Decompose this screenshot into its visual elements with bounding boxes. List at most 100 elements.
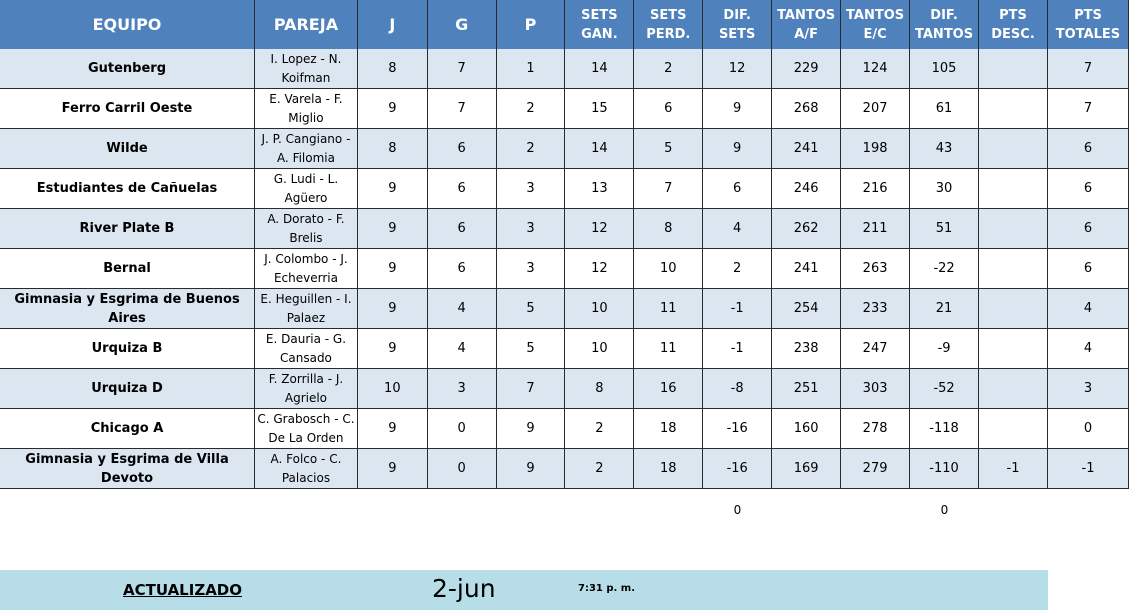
stat-cell: 3 [427, 368, 497, 409]
stat-cell: 4 [702, 208, 773, 249]
stat-cell: -9 [909, 328, 980, 369]
pair-cell: J. Colombo - J. Echeverria [254, 248, 358, 289]
stat-cell: 229 [771, 49, 842, 89]
stat-cell: 160 [771, 408, 842, 449]
stat-cell: -1 [1047, 448, 1129, 489]
stat-cell: 9 [357, 288, 428, 329]
stat-cell: 3 [496, 208, 566, 249]
stat-cell: 4 [1047, 328, 1129, 369]
table-row: Wilde J. P. Cangiano - A. Filomia 8 6 2 14 5 9 2… [0, 128, 1129, 169]
stat-cell: 0 [427, 408, 497, 449]
stat-cell: 254 [771, 288, 842, 329]
total-dif-sets: 0 [733, 503, 742, 517]
stat-cell: 238 [771, 328, 842, 369]
stat-cell: 6 [1047, 248, 1129, 289]
pair-cell: C. Grabosch - C. De La Orden [254, 408, 358, 449]
stat-cell: 12 [564, 208, 635, 249]
stat-cell: 7 [496, 368, 566, 409]
stat-cell: 216 [840, 168, 911, 209]
stat-cell: 7 [633, 168, 704, 209]
stat-cell: 8 [357, 49, 428, 89]
stat-cell: 9 [357, 448, 428, 489]
stat-cell: 3 [1047, 368, 1129, 409]
stat-cell: 1 [496, 49, 566, 89]
stat-cell [978, 328, 1048, 369]
pair-cell: F. Zorrilla - J. Agrielo [254, 368, 358, 409]
pair-cell: A. Folco - C. Palacios [254, 448, 358, 489]
column-header: EQUIPO [0, 0, 256, 49]
stat-cell: 14 [564, 49, 635, 89]
stat-cell: -1 [978, 448, 1048, 489]
stat-cell: -118 [909, 408, 980, 449]
total-dif-tantos: 0 [940, 503, 949, 517]
stat-cell: 51 [909, 208, 980, 249]
stat-cell [978, 368, 1048, 409]
stat-cell [978, 49, 1048, 89]
stat-cell: -16 [702, 448, 773, 489]
pair-cell: J. P. Cangiano - A. Filomia [254, 128, 358, 169]
stat-cell: 247 [840, 328, 911, 369]
stat-cell: 11 [633, 328, 704, 369]
stat-cell: 268 [771, 88, 842, 129]
stat-cell: -110 [909, 448, 980, 489]
team-cell: Wilde [0, 128, 256, 169]
column-header: PAREJA [254, 0, 358, 49]
stat-cell: 4 [1047, 288, 1129, 329]
stat-cell: 30 [909, 168, 980, 209]
stat-cell: 18 [633, 408, 704, 449]
stat-cell: 6 [427, 128, 497, 169]
stat-cell: 169 [771, 448, 842, 489]
stat-cell: 241 [771, 248, 842, 289]
column-header: TANTOS E/C [840, 0, 911, 49]
stat-cell: 11 [633, 288, 704, 329]
table-row: Chicago A C. Grabosch - C. De La Orden 9 0 9… [0, 408, 1129, 449]
stat-cell [978, 248, 1048, 289]
stat-cell: 4 [427, 328, 497, 369]
stat-cell: 14 [564, 128, 635, 169]
stat-cell: 13 [564, 168, 635, 209]
stat-cell: 241 [771, 128, 842, 169]
stat-cell: 2 [496, 128, 566, 169]
pair-cell: E. Varela - F. Miglio [254, 88, 358, 129]
stat-cell: 7 [1047, 88, 1129, 129]
stat-cell: 6 [427, 208, 497, 249]
stat-cell [978, 88, 1048, 129]
table-row: Urquiza B E. Dauria - G. Cansado 9 4 5 10 11 -1… [0, 328, 1129, 369]
column-header: DIF. TANTOS [909, 0, 980, 49]
updated-time: 7:31 p. m. [578, 583, 636, 594]
stat-cell: 278 [840, 408, 911, 449]
stat-cell: 18 [633, 448, 704, 489]
team-cell: Chicago A [0, 408, 256, 449]
stat-cell: -8 [702, 368, 773, 409]
stat-cell: 16 [633, 368, 704, 409]
updated-label: ACTUALIZADO [123, 581, 243, 599]
stat-cell: 6 [633, 88, 704, 129]
column-header: J [357, 0, 428, 49]
table-row: Gimnasia y Esgrima de Buenos Aires E. Heg… [0, 288, 1129, 329]
stat-cell: 10 [357, 368, 428, 409]
team-cell: Urquiza B [0, 328, 256, 369]
stat-cell: 5 [496, 288, 566, 329]
stat-cell: 43 [909, 128, 980, 169]
team-cell: Gimnasia y Esgrima de Buenos Aires [0, 288, 256, 329]
pair-cell: E. Heguillen - I. Palaez [254, 288, 358, 329]
team-cell: Ferro Carril Oeste [0, 88, 256, 129]
standings-table: EQUIPO PAREJA J G P SETS GAN. SETS PERD. DIF. S… [0, 0, 1129, 489]
stat-cell: 211 [840, 208, 911, 249]
team-cell: Gutenberg [0, 49, 256, 89]
table-row: Estudiantes de Cañuelas G. Ludi - L. Agüe… [0, 168, 1129, 209]
updated-date: 2-jun [432, 574, 496, 603]
stat-cell: 105 [909, 49, 980, 89]
stat-cell: 12 [702, 49, 773, 89]
table-row: Gutenberg I. Lopez - N. Koifman 8 7 1 14 2 12 22… [0, 49, 1129, 89]
stat-cell: 233 [840, 288, 911, 329]
stat-cell: 6 [1047, 208, 1129, 249]
stat-cell: 9 [357, 408, 428, 449]
stat-cell: -1 [702, 288, 773, 329]
stat-cell: 4 [427, 288, 497, 329]
stat-cell: 6 [702, 168, 773, 209]
stat-cell: 6 [427, 248, 497, 289]
stat-cell: 6 [1047, 168, 1129, 209]
table-row: Urquiza D F. Zorrilla - J. Agrielo 10 3 7 8 16… [0, 368, 1129, 409]
column-header: TANTOS A/F [771, 0, 842, 49]
